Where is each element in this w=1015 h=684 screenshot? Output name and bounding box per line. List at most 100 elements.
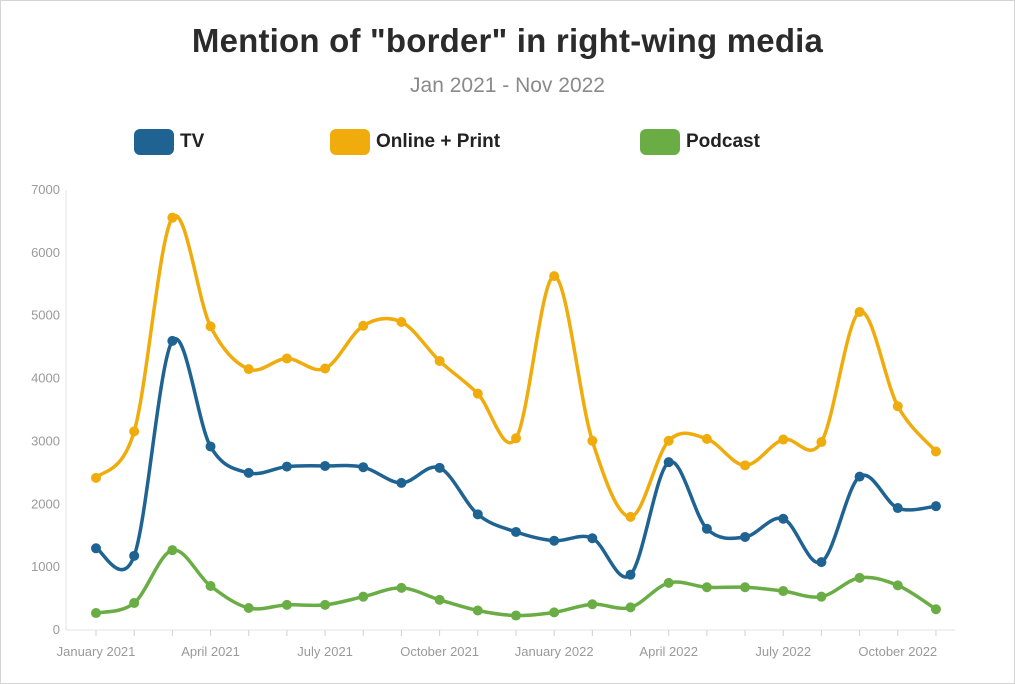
- y-tick-label: 3000: [31, 433, 60, 448]
- data-point-tv: [587, 533, 598, 544]
- y-tick-label: 0: [53, 622, 60, 637]
- data-point-podcast: [816, 591, 827, 602]
- chart-title: Mention of "border" in right-wing media: [191, 22, 824, 59]
- y-tick-label: 1000: [31, 559, 60, 574]
- data-point-tv: [816, 557, 827, 568]
- data-point-online-print: [816, 437, 827, 448]
- data-point-podcast: [854, 572, 865, 583]
- data-point-podcast: [243, 603, 254, 613]
- data-point-online-print: [892, 401, 903, 412]
- data-point-podcast: [129, 597, 140, 608]
- data-point-tv: [91, 543, 101, 554]
- y-tick-label: 5000: [31, 308, 60, 323]
- data-point-podcast: [625, 602, 636, 613]
- chart-subtitle: Jan 2021 - Nov 2022: [410, 74, 605, 97]
- data-point-tv: [243, 467, 254, 478]
- data-point-tv: [549, 535, 560, 546]
- data-point-podcast: [701, 582, 712, 593]
- data-point-tv: [892, 503, 903, 514]
- data-point-online-print: [778, 434, 789, 445]
- axes: 0 1000 2000 3000 4000 5000 6000 7000 January 202…: [31, 182, 955, 659]
- x-tick-label: October 2021: [400, 644, 479, 659]
- y-tick-label: 6000: [31, 245, 60, 260]
- data-point-online-print: [91, 472, 101, 483]
- x-tick-label: January 2022: [515, 644, 594, 659]
- data-point-tv: [701, 523, 712, 534]
- legend-label-tv: TV: [180, 131, 205, 152]
- data-point-online-print: [472, 388, 483, 399]
- data-point-podcast: [205, 581, 216, 591]
- data-point-podcast: [778, 586, 789, 597]
- legend-label-podcast: Podcast: [686, 131, 760, 152]
- data-point-tv: [625, 569, 636, 580]
- data-point-podcast: [434, 594, 445, 605]
- data-point-online-print: [930, 446, 941, 457]
- data-point-podcast: [740, 582, 751, 593]
- data-point-online-print: [129, 426, 140, 437]
- data-point-online-print: [510, 433, 521, 444]
- data-point-tv: [129, 550, 140, 561]
- x-tick-label: October 2022: [858, 644, 937, 659]
- y-tick-label: 7000: [31, 182, 60, 197]
- legend-swatch-online-print: [330, 129, 370, 155]
- y-tick-label: 4000: [31, 371, 60, 386]
- data-point-podcast: [510, 610, 521, 621]
- data-point-online-print: [854, 306, 865, 317]
- data-point-podcast: [663, 577, 674, 588]
- data-point-tv: [510, 526, 521, 537]
- legend-swatch-podcast: [640, 129, 680, 155]
- x-tick-label: July 2021: [297, 644, 353, 659]
- data-point-tv: [320, 460, 331, 471]
- data-point-podcast: [587, 599, 598, 610]
- data-point-online-print: [663, 435, 674, 446]
- data-point-online-print: [205, 321, 216, 332]
- data-point-online-print: [701, 433, 712, 444]
- data-point-tv: [281, 461, 292, 472]
- data-point-podcast: [472, 605, 483, 616]
- data-point-podcast: [396, 582, 407, 593]
- series-points: [91, 212, 941, 621]
- x-tick-label: April 2022: [639, 644, 698, 659]
- y-tick-label: 2000: [31, 496, 60, 511]
- x-tick-label: July 2022: [755, 644, 811, 659]
- data-point-tv: [434, 462, 445, 473]
- data-point-online-print: [740, 460, 751, 471]
- series-line-podcast: [94, 548, 938, 618]
- data-point-online-print: [320, 363, 331, 374]
- data-point-online-print: [587, 435, 598, 446]
- data-point-online-print: [434, 355, 445, 366]
- legend-item-tv[interactable]: TV: [134, 128, 204, 156]
- data-point-tv: [740, 531, 751, 542]
- data-point-online-print: [243, 364, 254, 375]
- data-point-tv: [778, 513, 789, 524]
- x-tick-label: January 2021: [57, 644, 136, 659]
- legend-item-online-print[interactable]: Online + Print: [330, 128, 500, 156]
- legend-item-podcast[interactable]: Podcast: [640, 128, 760, 156]
- x-tick-label: April 2021: [181, 644, 240, 659]
- data-point-tv: [930, 501, 941, 512]
- data-point-podcast: [930, 604, 941, 615]
- data-point-online-print: [358, 320, 369, 331]
- data-point-online-print: [625, 511, 636, 522]
- data-point-podcast: [167, 545, 178, 556]
- data-point-online-print: [549, 271, 560, 282]
- data-point-podcast: [358, 591, 369, 602]
- series-line-tv: [94, 336, 938, 579]
- data-point-tv: [205, 441, 216, 452]
- data-point-tv: [167, 335, 178, 346]
- legend-swatch-tv: [134, 129, 174, 155]
- data-point-tv: [472, 509, 483, 520]
- data-point-tv: [396, 477, 407, 488]
- legend-label-online-print: Online + Print: [376, 131, 501, 152]
- data-point-podcast: [549, 607, 560, 618]
- data-point-online-print: [281, 353, 292, 364]
- series-line-online-print: [94, 213, 938, 519]
- data-point-podcast: [892, 580, 903, 591]
- data-point-podcast: [91, 608, 101, 619]
- data-point-podcast: [320, 599, 331, 610]
- data-point-podcast: [281, 599, 292, 610]
- series-lines: [94, 213, 938, 618]
- data-point-online-print: [167, 212, 178, 223]
- data-point-tv: [663, 457, 674, 468]
